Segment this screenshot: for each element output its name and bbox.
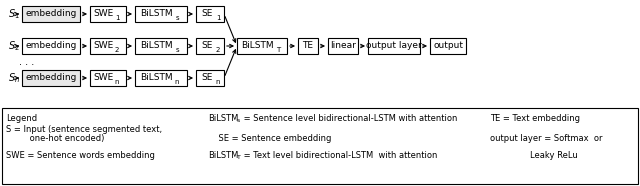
Text: SE: SE bbox=[202, 73, 212, 83]
Text: linear: linear bbox=[330, 41, 356, 51]
Bar bbox=[237, 38, 287, 54]
Text: BiLSTM: BiLSTM bbox=[241, 41, 273, 51]
Text: n: n bbox=[115, 79, 119, 85]
Text: BiLSTM: BiLSTM bbox=[140, 9, 172, 18]
Text: $S_{n}$: $S_{n}$ bbox=[8, 71, 20, 85]
Text: = Text level bidirectional-LSTM  with attention: = Text level bidirectional-LSTM with att… bbox=[241, 151, 437, 160]
Text: T: T bbox=[237, 155, 241, 160]
Bar bbox=[22, 38, 80, 54]
Bar bbox=[368, 38, 420, 54]
Text: SWE = Sentence words embedding: SWE = Sentence words embedding bbox=[6, 151, 155, 160]
Bar bbox=[22, 70, 80, 86]
Text: SE: SE bbox=[202, 41, 212, 51]
Bar bbox=[90, 6, 126, 22]
Text: T: T bbox=[276, 47, 280, 53]
Bar bbox=[90, 38, 126, 54]
Text: Legend: Legend bbox=[6, 114, 37, 123]
Bar bbox=[135, 38, 187, 54]
Text: BiLSTM: BiLSTM bbox=[140, 73, 172, 83]
Text: BiLSTM: BiLSTM bbox=[140, 41, 172, 51]
Bar bbox=[135, 70, 187, 86]
Text: BiLSTM: BiLSTM bbox=[208, 151, 238, 160]
Text: output: output bbox=[433, 41, 463, 51]
Text: $S_{2}$: $S_{2}$ bbox=[8, 39, 20, 53]
Bar bbox=[328, 38, 358, 54]
Text: embedding: embedding bbox=[26, 41, 77, 51]
Text: 2: 2 bbox=[216, 47, 220, 53]
Bar bbox=[135, 6, 187, 22]
Text: Leaky ReLu: Leaky ReLu bbox=[530, 151, 578, 160]
Text: TE: TE bbox=[303, 41, 314, 51]
Text: S = Input (sentence segmented text,: S = Input (sentence segmented text, bbox=[6, 125, 162, 134]
Text: 2: 2 bbox=[115, 47, 119, 53]
Bar bbox=[196, 6, 224, 22]
Bar bbox=[22, 6, 80, 22]
Text: $S_{1}$: $S_{1}$ bbox=[8, 7, 20, 21]
Text: = Sentence level bidirectional-LSTM with attention: = Sentence level bidirectional-LSTM with… bbox=[241, 114, 458, 123]
Text: s: s bbox=[175, 47, 179, 53]
Text: s: s bbox=[175, 15, 179, 21]
Text: 1: 1 bbox=[216, 15, 220, 21]
Text: TE = Text embedding: TE = Text embedding bbox=[490, 114, 580, 123]
Bar bbox=[196, 70, 224, 86]
Bar bbox=[196, 38, 224, 54]
Text: SE = Sentence embedding: SE = Sentence embedding bbox=[208, 134, 332, 143]
Text: BiLSTM: BiLSTM bbox=[208, 114, 238, 123]
Text: n: n bbox=[175, 79, 179, 85]
Text: SE: SE bbox=[202, 9, 212, 18]
Text: output layer: output layer bbox=[366, 41, 422, 51]
Text: n: n bbox=[216, 79, 220, 85]
Text: embedding: embedding bbox=[26, 9, 77, 18]
Text: one-hot encoded): one-hot encoded) bbox=[6, 134, 104, 143]
Text: SWE: SWE bbox=[94, 73, 114, 83]
Text: . . .: . . . bbox=[19, 57, 35, 67]
Bar bbox=[2, 108, 638, 184]
Text: embedding: embedding bbox=[26, 73, 77, 83]
Text: output layer = Softmax  or: output layer = Softmax or bbox=[490, 134, 602, 143]
Bar bbox=[430, 38, 466, 54]
Bar bbox=[90, 70, 126, 86]
Bar bbox=[298, 38, 318, 54]
Text: 1: 1 bbox=[115, 15, 119, 21]
Text: s: s bbox=[237, 118, 240, 123]
Text: SWE: SWE bbox=[94, 41, 114, 51]
Text: SWE: SWE bbox=[94, 9, 114, 18]
